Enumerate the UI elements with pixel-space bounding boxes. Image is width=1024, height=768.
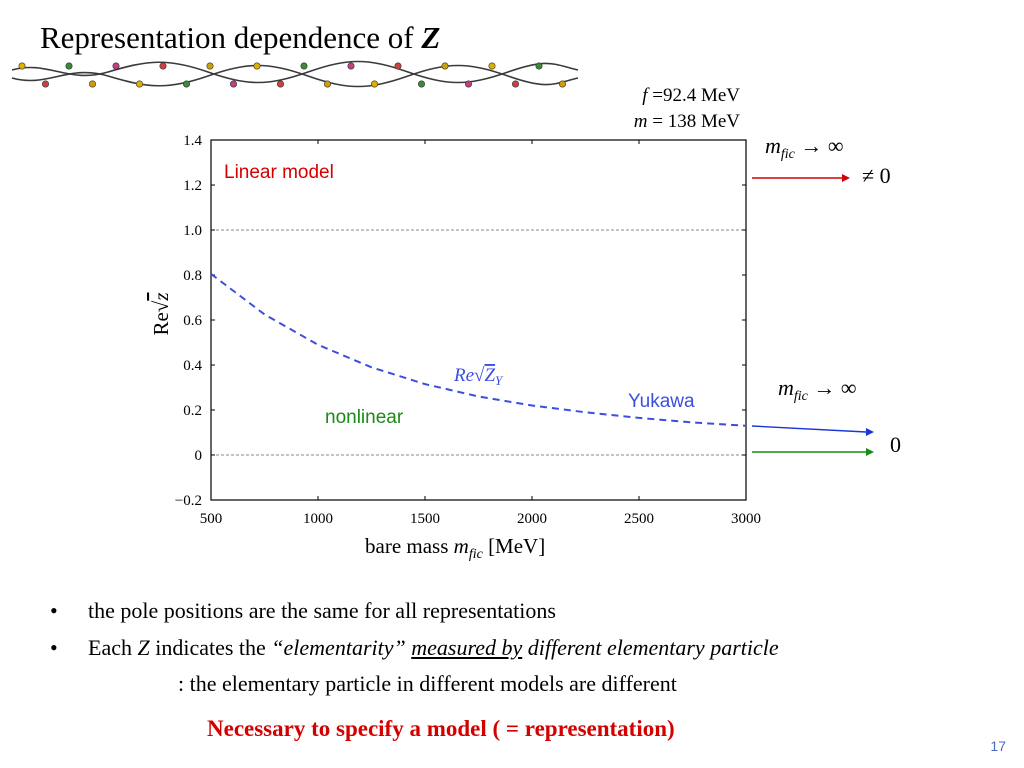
upper-limit-arrow-text: → ∞ xyxy=(800,133,844,158)
bullet-post: different elementary particle xyxy=(522,635,779,660)
y-tick-label: −0.2 xyxy=(175,493,202,509)
y-tick-label: 0.8 xyxy=(183,268,202,284)
chart: 1.4 1.2 1.0 0.8 0.6 0.4 0.2 0 −0.2 500 1000 1500 200… xyxy=(149,133,874,527)
lower-limit-sub: fic xyxy=(793,389,808,404)
x-tick-label: 500 xyxy=(200,511,223,527)
page-number: 17 xyxy=(990,738,1006,754)
divider-bead xyxy=(417,80,425,88)
plot-frame xyxy=(210,139,747,501)
param-f: f =92.4 MeV xyxy=(560,85,740,107)
lower-limit-note: mfic → ∞ xyxy=(778,375,857,404)
divider-bead xyxy=(159,62,167,70)
y-tick-label: 0 xyxy=(195,448,203,464)
divider-bead xyxy=(18,62,26,70)
divider-bead xyxy=(347,62,355,70)
lower-limit-value: 0 xyxy=(890,432,901,457)
divider-bead xyxy=(65,62,73,70)
param-m-symbol: m xyxy=(633,111,648,132)
divider-bead xyxy=(183,80,191,88)
lower-limit-arrow-text: → ∞ xyxy=(813,375,857,400)
param-f-symbol: f xyxy=(642,85,648,106)
divider-bead xyxy=(230,80,238,88)
x-tick-label: 2000 xyxy=(517,511,547,527)
title-text: Representation dependence of xyxy=(40,20,422,55)
bullet-item: • Each Z indicates the “elementarity” mea… xyxy=(50,635,779,661)
divider-bead xyxy=(276,80,284,88)
divider-bead xyxy=(535,62,543,70)
y-axis-label: Re√z xyxy=(149,292,173,335)
divider-bead xyxy=(488,62,496,70)
y-tick-label: 1.0 xyxy=(183,223,202,239)
divider-bead xyxy=(41,80,49,88)
upper-limit-sub: fic xyxy=(780,147,795,162)
nonlinear-arrowhead xyxy=(866,448,874,456)
y-tick-label: 0.6 xyxy=(183,313,202,329)
yukawa-curve-label: Re√ZY xyxy=(453,365,504,388)
upper-limit-value: ≠ 0 xyxy=(862,163,891,188)
x-axis-label-sub: fic xyxy=(468,547,483,562)
x-tick-label: 1500 xyxy=(410,511,440,527)
bullet-var: Z xyxy=(137,635,150,660)
x-axis-label: bare mass mfic [MeV] xyxy=(365,534,546,562)
divider-bead xyxy=(253,62,261,70)
x-tick-label: 2500 xyxy=(624,511,654,527)
decorative-divider xyxy=(11,60,579,88)
bullet-item: • the pole positions are the same for all… xyxy=(50,598,556,624)
bullet-dot: • xyxy=(50,598,58,623)
yukawa-curve xyxy=(210,273,747,427)
bullet-subline: : the elementary particle in different m… xyxy=(178,671,677,696)
bullet-mid: indicates the xyxy=(149,635,272,660)
param-f-value: =92.4 MeV xyxy=(652,85,740,106)
yukawa-limit-arrow xyxy=(751,425,867,433)
linear-model-label: Linear model xyxy=(224,162,334,183)
yukawa-arrowhead xyxy=(866,428,874,436)
x-axis-label-var: m xyxy=(453,534,469,558)
divider-bead xyxy=(136,80,144,88)
param-m: m = 138 MeV xyxy=(560,111,740,133)
divider-bead xyxy=(323,80,331,88)
divider-bead xyxy=(206,62,214,70)
y-tick-label: 0.2 xyxy=(183,403,202,419)
conclusion-text: Necessary to specify a model ( = represe… xyxy=(207,716,675,741)
divider-bead xyxy=(394,62,402,70)
divider-bead xyxy=(370,80,378,88)
x-axis-label-text: bare mass xyxy=(365,534,454,558)
y-tick-label: 1.4 xyxy=(183,133,202,149)
divider-bead xyxy=(300,62,308,70)
svg-text:Re√z: Re√z xyxy=(149,292,173,335)
yukawa-label: Yukawa xyxy=(628,391,695,412)
nonlinear-label: nonlinear xyxy=(325,407,404,428)
divider-bead xyxy=(112,62,120,70)
lower-limit-var: m xyxy=(778,375,794,400)
bullet-dot: • xyxy=(50,635,58,660)
upper-limit-var: m xyxy=(765,133,781,158)
y-tick-label: 0.4 xyxy=(183,358,202,374)
x-tick-label: 3000 xyxy=(731,511,761,527)
divider-bead xyxy=(89,80,97,88)
divider-bead xyxy=(558,80,566,88)
divider-bead xyxy=(464,80,472,88)
divider-bead xyxy=(511,80,519,88)
bullet-underlined: measured by xyxy=(411,635,523,660)
param-m-value: = 138 MeV xyxy=(652,111,740,132)
bullet-text: the pole positions are the same for all … xyxy=(88,598,556,623)
linear-arrowhead xyxy=(842,174,850,182)
bullet-quote: “elementarity” xyxy=(271,635,406,660)
slide-title: Representation dependence of Z xyxy=(40,20,440,56)
x-axis-label-unit: [MeV] xyxy=(482,534,546,558)
bullet-pre: Each xyxy=(88,635,138,660)
title-variable: Z xyxy=(421,20,441,55)
upper-limit-note: mfic → ∞ xyxy=(765,133,844,162)
y-tick-label: 1.2 xyxy=(183,178,202,194)
x-tick-label: 1000 xyxy=(303,511,333,527)
divider-bead xyxy=(441,62,449,70)
